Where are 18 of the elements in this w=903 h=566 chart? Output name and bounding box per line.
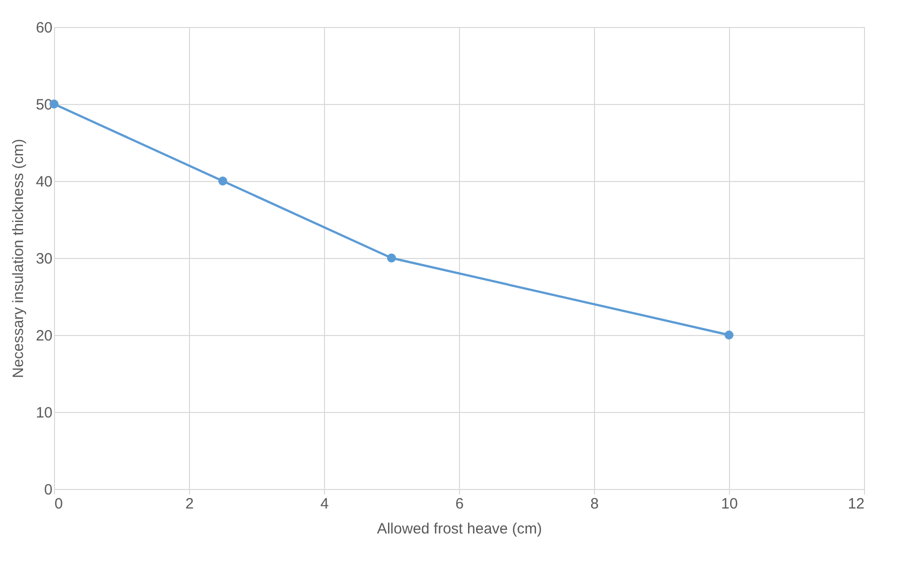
point: [724, 330, 734, 340]
x-tick-label: 8: [590, 496, 599, 512]
x-axis-title: Allowed frost heave (cm): [376, 520, 542, 538]
x-tick-label: 6: [455, 496, 464, 512]
y-tick-label: 0: [44, 482, 52, 498]
x-tick-label: 4: [320, 496, 329, 512]
x-tick-label: 10: [721, 496, 738, 512]
y-tick-label: 40: [36, 174, 52, 190]
x-tick-label: 12: [848, 496, 864, 512]
y-axis-title: Necessary insulation thickness (cm): [10, 138, 27, 378]
y-tick-label: 20: [36, 328, 52, 344]
point: [387, 254, 396, 262]
y-tick-label: 10: [36, 404, 52, 422]
y-tick-label: 30: [36, 250, 52, 268]
point: [218, 176, 228, 186]
y-tick-label: 60: [36, 20, 52, 36]
x-tick-label: 0: [54, 496, 63, 512]
x-tick-label: 2: [185, 496, 194, 512]
